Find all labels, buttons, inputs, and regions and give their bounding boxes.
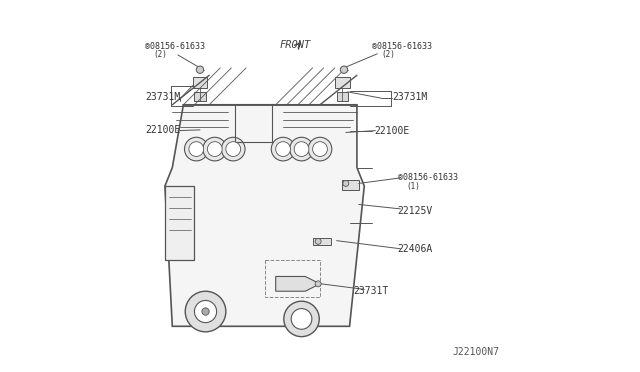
Circle shape: [291, 309, 312, 329]
Circle shape: [284, 301, 319, 337]
Circle shape: [203, 137, 227, 161]
Text: 22100E: 22100E: [145, 125, 180, 135]
Circle shape: [316, 281, 321, 287]
Text: 23731M: 23731M: [145, 92, 180, 102]
Circle shape: [294, 142, 309, 157]
Circle shape: [290, 137, 314, 161]
Text: (2): (2): [154, 51, 168, 60]
Text: ®08156-61633: ®08156-61633: [145, 42, 205, 51]
Circle shape: [202, 308, 209, 315]
Circle shape: [276, 142, 291, 157]
Text: 22125V: 22125V: [397, 206, 433, 216]
Circle shape: [195, 301, 216, 323]
Circle shape: [196, 66, 204, 73]
Polygon shape: [165, 186, 195, 260]
Bar: [335, 77, 349, 88]
Bar: [337, 92, 348, 101]
Circle shape: [340, 66, 348, 73]
Circle shape: [343, 180, 349, 186]
Bar: [342, 180, 359, 190]
Bar: [193, 77, 207, 88]
Bar: [312, 238, 331, 245]
Text: (1): (1): [407, 182, 420, 191]
Text: 22100E: 22100E: [374, 126, 410, 137]
Text: 22406A: 22406A: [397, 244, 433, 254]
Circle shape: [312, 142, 328, 157]
Text: (2): (2): [381, 51, 395, 60]
Circle shape: [316, 238, 321, 244]
Bar: [195, 92, 205, 101]
Circle shape: [308, 137, 332, 161]
Text: ®08156-61633: ®08156-61633: [397, 173, 458, 182]
Circle shape: [207, 142, 222, 157]
Circle shape: [226, 142, 241, 157]
Text: FRONT: FRONT: [280, 40, 310, 50]
Text: 23731T: 23731T: [353, 286, 388, 296]
Text: ®08156-61633: ®08156-61633: [372, 42, 432, 51]
Polygon shape: [276, 276, 320, 291]
Circle shape: [189, 142, 204, 157]
Text: 23731M: 23731M: [392, 92, 428, 102]
Circle shape: [184, 137, 208, 161]
Circle shape: [271, 137, 295, 161]
Circle shape: [221, 137, 245, 161]
Circle shape: [185, 291, 226, 332]
Polygon shape: [165, 105, 364, 326]
Text: J22100N7: J22100N7: [453, 347, 500, 357]
